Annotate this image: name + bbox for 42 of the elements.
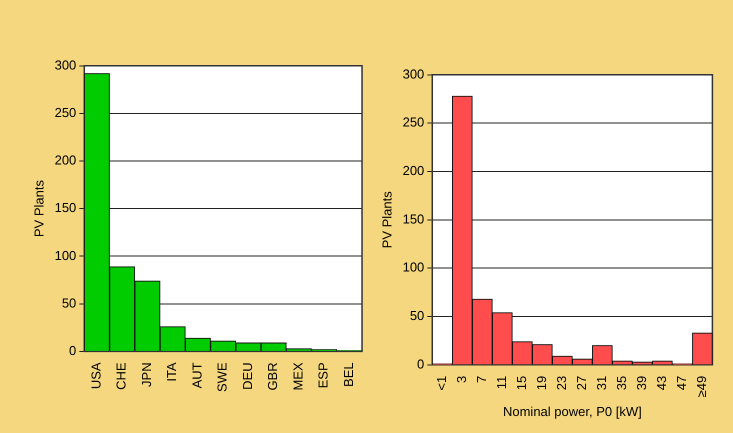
x-tick-label: CHE <box>114 362 129 390</box>
y-axis-title: PV Plants <box>31 180 46 238</box>
x-tick-label: 15 <box>514 376 529 390</box>
y-axis-title: PV Plants <box>379 190 394 248</box>
x-tick-label: 3 <box>454 376 469 384</box>
x-tick-label: DEU <box>240 362 255 390</box>
x-tick-label: GBR <box>265 362 280 391</box>
y-tick-label: 200 <box>402 163 424 178</box>
x-tick-label: JPN <box>138 362 154 387</box>
x-tick-label: 27 <box>574 376 589 390</box>
x-tick-label: 39 <box>634 376 649 390</box>
y-tick-label: 100 <box>54 248 76 263</box>
y-tick-label: 50 <box>410 308 424 324</box>
x-tick-label: ≥49 <box>694 376 709 398</box>
x-tick-label: 23 <box>554 376 569 390</box>
x-tick-label: 35 <box>614 376 629 390</box>
x-tick-label: ESP <box>316 362 331 388</box>
y-tick-label: 250 <box>402 114 424 130</box>
x-tick-label: 31 <box>594 376 609 390</box>
x-tick-label: <1 <box>434 376 449 391</box>
y-tick-label: 200 <box>54 152 76 168</box>
x-tick-label: 11 <box>494 376 509 390</box>
y-tick-label: 250 <box>54 104 76 120</box>
x-tick-label: AUT <box>189 362 204 388</box>
x-axis-title: Nominal power, P0 [kW] <box>502 404 642 419</box>
y-tick-label: 300 <box>54 57 76 72</box>
x-tick-label: MEX <box>290 362 306 391</box>
y-tick-label: 0 <box>417 356 424 372</box>
y-tick-label: 0 <box>69 342 76 358</box>
y-tick-label: 100 <box>402 260 424 275</box>
y-tick-label: 300 <box>402 66 424 82</box>
y-tick-label: 150 <box>402 211 424 226</box>
x-tick-label: BEL <box>340 362 356 387</box>
x-tick-label: 7 <box>474 376 489 384</box>
x-tick-label: 19 <box>534 376 549 390</box>
x-tick-label: USA <box>88 362 104 390</box>
x-tick-label: 47 <box>674 376 689 390</box>
y-tick-label: 50 <box>62 295 76 310</box>
y-tick-label: 150 <box>54 200 76 216</box>
x-tick-label: SWE <box>214 362 230 392</box>
x-tick-label: ITA <box>164 362 180 382</box>
x-tick-label: 43 <box>654 376 669 390</box>
